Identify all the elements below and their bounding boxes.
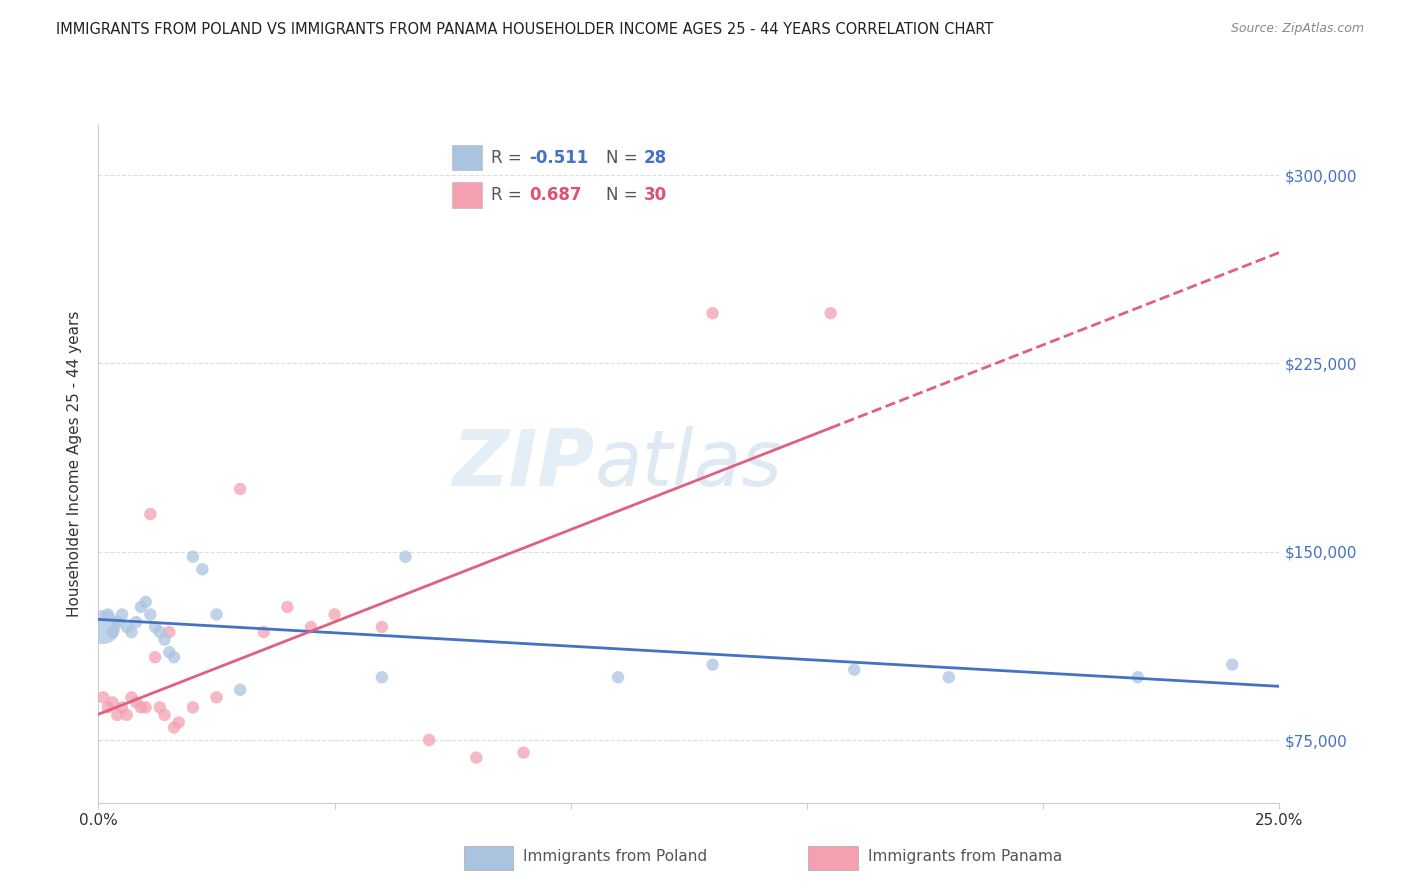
Point: [153, 632, 176, 647]
Point: [157, 645, 180, 659]
Text: Immigrants from Panama: Immigrants from Panama: [868, 849, 1062, 863]
Point: [191, 562, 214, 576]
Text: R =: R =: [491, 149, 527, 167]
Point: [1126, 670, 1149, 684]
Point: [371, 670, 394, 684]
Text: 28: 28: [644, 149, 666, 167]
Point: [167, 715, 190, 730]
Text: N =: N =: [606, 186, 643, 203]
Point: [938, 670, 960, 684]
Point: [163, 721, 186, 735]
Point: [91, 620, 114, 634]
Point: [111, 607, 134, 622]
Point: [181, 549, 204, 564]
Point: [97, 700, 120, 714]
Point: [149, 700, 172, 714]
Point: [844, 663, 866, 677]
Point: [229, 682, 252, 697]
Point: [702, 306, 724, 320]
Point: [163, 650, 186, 665]
Text: ZIP: ZIP: [453, 425, 595, 502]
Point: [143, 620, 166, 634]
Point: [143, 650, 166, 665]
Point: [323, 607, 346, 622]
Point: [276, 599, 298, 614]
Point: [394, 549, 416, 564]
Point: [702, 657, 724, 672]
Point: [97, 607, 120, 622]
Point: [139, 607, 162, 622]
Point: [125, 695, 148, 709]
Text: 0.687: 0.687: [529, 186, 582, 203]
Point: [139, 507, 162, 521]
Point: [101, 695, 124, 709]
Text: 30: 30: [644, 186, 666, 203]
Point: [121, 690, 143, 705]
Point: [129, 700, 152, 714]
FancyBboxPatch shape: [451, 182, 482, 208]
Point: [125, 615, 148, 629]
FancyBboxPatch shape: [464, 846, 513, 870]
Point: [149, 625, 172, 640]
Text: R =: R =: [491, 186, 527, 203]
Point: [607, 670, 630, 684]
FancyBboxPatch shape: [808, 846, 858, 870]
Point: [121, 625, 143, 640]
Text: N =: N =: [606, 149, 643, 167]
Text: atlas: atlas: [595, 425, 782, 502]
Point: [111, 700, 134, 714]
Point: [101, 625, 124, 640]
Point: [135, 595, 157, 609]
Point: [418, 733, 440, 747]
Point: [153, 707, 176, 722]
Text: Immigrants from Poland: Immigrants from Poland: [523, 849, 707, 863]
Point: [181, 700, 204, 714]
Point: [299, 620, 322, 634]
Point: [229, 482, 252, 496]
Point: [820, 306, 842, 320]
Point: [91, 690, 114, 705]
Point: [135, 700, 157, 714]
Point: [205, 690, 228, 705]
Point: [129, 599, 152, 614]
Point: [205, 607, 228, 622]
Point: [115, 707, 138, 722]
Point: [1220, 657, 1243, 672]
Text: -0.511: -0.511: [529, 149, 588, 167]
FancyBboxPatch shape: [451, 145, 482, 170]
Point: [465, 750, 488, 764]
Point: [512, 746, 534, 760]
Text: IMMIGRANTS FROM POLAND VS IMMIGRANTS FROM PANAMA HOUSEHOLDER INCOME AGES 25 - 44: IMMIGRANTS FROM POLAND VS IMMIGRANTS FRO…: [56, 22, 994, 37]
Point: [105, 707, 128, 722]
Point: [157, 625, 180, 640]
Point: [105, 615, 128, 629]
Point: [253, 625, 276, 640]
Point: [115, 620, 138, 634]
Point: [371, 620, 394, 634]
Y-axis label: Householder Income Ages 25 - 44 years: Householder Income Ages 25 - 44 years: [67, 310, 83, 617]
Text: Source: ZipAtlas.com: Source: ZipAtlas.com: [1230, 22, 1364, 36]
